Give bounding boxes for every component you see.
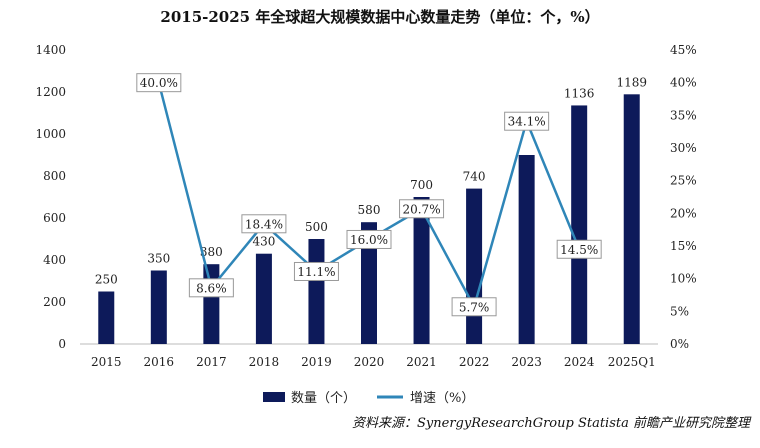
x-tick-label: 2018: [249, 355, 280, 369]
x-tick-label: 2015: [91, 355, 122, 369]
x-tick-label: 2023: [511, 355, 542, 369]
bar: [308, 239, 325, 344]
bar-data-label: 250: [95, 273, 118, 287]
x-tick-label: 2020: [354, 355, 385, 369]
line-data-label: 20.7%: [402, 202, 440, 216]
bar-data-label: 700: [410, 178, 433, 192]
y-tick-label: 200: [43, 295, 66, 309]
y-tick-label: 800: [43, 169, 66, 183]
x-tick-label: 2019: [301, 355, 332, 369]
y-tick-label: 1200: [35, 85, 66, 99]
y2-tick-label: 5%: [670, 304, 689, 318]
line-data-label-box: [399, 199, 445, 219]
line-data-label: 5.7%: [459, 300, 490, 314]
bar: [203, 264, 220, 344]
y2-tick-label: 15%: [670, 239, 697, 253]
y2-tick-label: 35%: [670, 108, 697, 122]
legend-label-line: 增速（%）: [410, 391, 474, 406]
bar: [518, 155, 535, 344]
x-tick-label: 2016: [144, 355, 175, 369]
line-data-label-box: [293, 261, 339, 281]
x-tick-label: 2024: [564, 355, 595, 369]
bar: [150, 270, 167, 344]
y2-tick-label: 10%: [670, 272, 697, 286]
bar-data-label: 740: [463, 170, 486, 184]
x-tick-label: 2025Q1: [608, 355, 656, 369]
line-data-label: 16.0%: [350, 233, 388, 247]
source-note: 资料来源：SynergyResearchGroup Statista 前瞻产业研…: [352, 416, 750, 431]
line-data-label-box: [346, 229, 392, 249]
bar-data-label: 580: [358, 203, 381, 217]
y2-tick-label: 30%: [670, 141, 697, 155]
bar: [98, 291, 115, 344]
bar: [623, 94, 640, 344]
y-tick-label: 400: [43, 253, 66, 267]
line-data-label-box: [188, 278, 234, 298]
x-tick-label: 2022: [459, 355, 490, 369]
line-data-label-box: [504, 111, 550, 131]
bar-data-label: 1136: [564, 86, 595, 100]
y2-tick-label: 0%: [670, 337, 689, 351]
legend-swatch-bar: [263, 392, 285, 402]
y2-tick-label: 40%: [670, 76, 697, 90]
bar: [361, 222, 377, 344]
bar-data-label: 1189: [616, 75, 647, 89]
y-tick-label: 600: [43, 211, 66, 225]
y-tick-label: 0: [58, 337, 66, 351]
bar: [571, 105, 588, 344]
bar-data-label: 500: [305, 220, 328, 234]
y2-tick-label: 20%: [670, 206, 697, 220]
bar: [413, 197, 430, 344]
line-data-label-box: [241, 214, 287, 234]
line-data-label: 8.6%: [196, 281, 227, 295]
y-tick-label: 1400: [35, 43, 66, 57]
chart-title: 2015-2025 年全球超大规模数据中心数量走势（单位：个，%）: [160, 8, 600, 26]
x-tick-label: 2021: [406, 355, 437, 369]
line-data-label: 18.4%: [245, 217, 283, 231]
line-data-label-box: [556, 239, 602, 259]
y2-tick-label: 25%: [670, 174, 697, 188]
legend-label-bar: 数量（个）: [291, 391, 356, 406]
line-data-label: 40.0%: [140, 76, 178, 90]
line-data-label: 34.1%: [508, 115, 546, 129]
bar: [466, 188, 483, 344]
bar-data-label: 380: [200, 245, 223, 259]
line-data-label-box: [136, 73, 182, 93]
y2-tick-label: 45%: [670, 43, 697, 57]
line-data-label-box: [451, 297, 497, 317]
line-data-label: 14.5%: [560, 243, 598, 257]
bar-data-label: 430: [252, 235, 275, 249]
y-tick-label: 1000: [35, 127, 66, 141]
bar: [255, 253, 272, 344]
bar-data-label: 350: [147, 252, 170, 266]
x-tick-label: 2017: [196, 355, 227, 369]
line-data-label: 11.1%: [297, 265, 335, 279]
